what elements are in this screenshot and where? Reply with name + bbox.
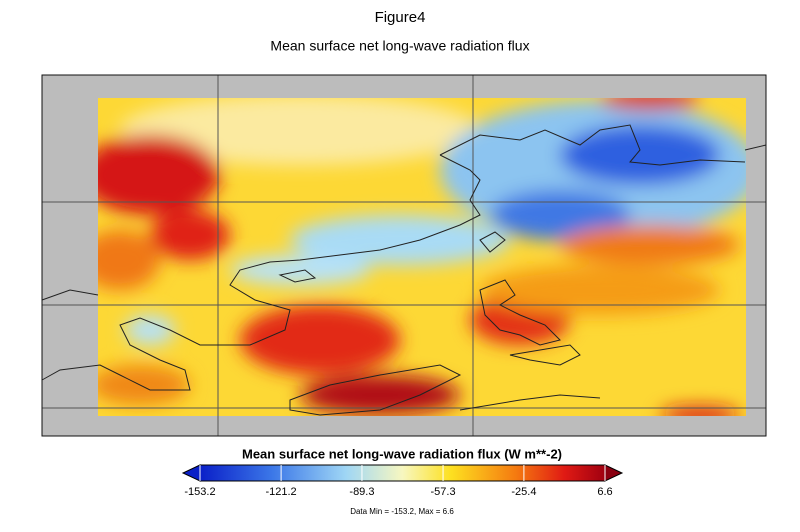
map (41, 74, 767, 437)
colorbar-label: Mean surface net long-wave radiation flu… (242, 446, 562, 461)
figure-label: Figure4 (375, 9, 426, 26)
colorbar-tick-label: -25.4 (511, 486, 536, 498)
graticule (42, 75, 766, 436)
colorbar: -153.2 -121.2 -89.3 -57.3 -25.4 6.6 (181, 464, 624, 498)
data-range-note: Data Min = -153.2, Max = 6.6 (350, 507, 454, 516)
colorbar-tick-label: -89.3 (349, 486, 374, 498)
map-title: Mean surface net long-wave radiation flu… (270, 38, 529, 54)
data-field (98, 98, 746, 416)
colorbar-low-arrow (181, 464, 201, 482)
map-frame (41, 74, 767, 437)
coastlines (41, 124, 767, 416)
colorbar-tick-label: 6.6 (597, 486, 612, 498)
colorbar-gradient (199, 464, 606, 482)
colorbar-tick-label: -121.2 (265, 486, 296, 498)
colorbar-tick-label: -153.2 (184, 486, 215, 498)
colorbar-high-arrow (604, 464, 624, 482)
colorbar-tick-label: -57.3 (431, 486, 456, 498)
